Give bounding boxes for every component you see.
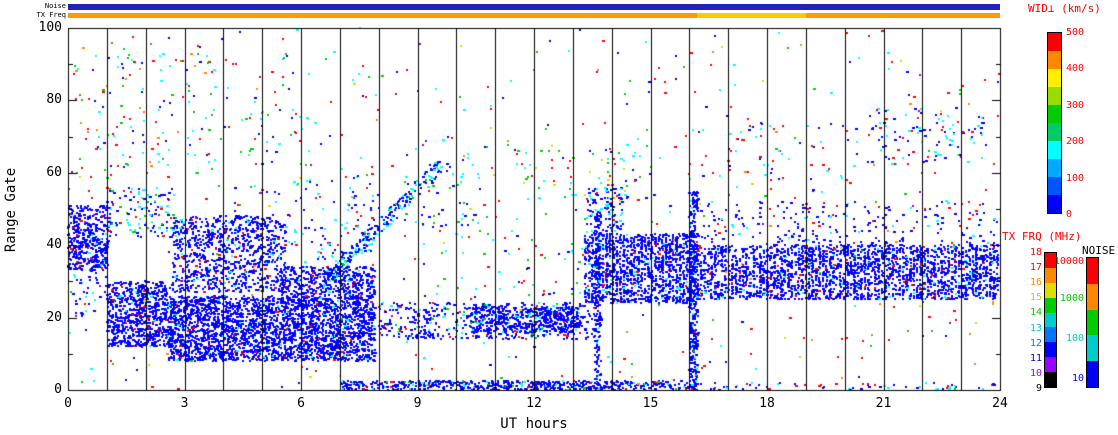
noise-colorbar-title: NOISE xyxy=(1082,244,1116,257)
noise-colorbar-tick: 10 xyxy=(1071,372,1084,384)
noise-strip xyxy=(68,4,1000,10)
txfreq-strip-segment xyxy=(697,13,806,18)
y-tick-label: 60 xyxy=(46,164,62,180)
x-axis-title: UT hours xyxy=(500,416,568,432)
y-tick-label: 20 xyxy=(46,309,62,325)
txfrq-colorbar xyxy=(1044,252,1057,388)
colorbar-segment xyxy=(1048,105,1061,123)
wid-colorbar-tick: 0 xyxy=(1066,209,1073,220)
colorbar-segment xyxy=(1045,297,1056,313)
x-tick-label: 21 xyxy=(875,396,892,411)
txfrq-colorbar-title: TX FRQ (MHz) xyxy=(1002,230,1082,243)
y-tick-label: 80 xyxy=(46,92,62,108)
colorbar-segment xyxy=(1048,177,1061,195)
colorbar-segment xyxy=(1087,309,1098,336)
colorbar-segment xyxy=(1048,159,1061,177)
y-tick-label: 100 xyxy=(38,20,62,35)
y-axis-title: Range Gate xyxy=(3,167,19,253)
x-tick-label: 18 xyxy=(759,396,775,411)
x-tick-label: 24 xyxy=(992,396,1008,411)
colorbar-segment xyxy=(1087,335,1098,362)
x-tick-label: 6 xyxy=(297,396,305,411)
txfrq-colorbar-tick: 12 xyxy=(1029,337,1042,349)
noise-colorbar-tick: 1000 xyxy=(1059,292,1084,304)
txfrq-colorbar-tick: 15 xyxy=(1029,292,1042,304)
colorbar-segment xyxy=(1045,327,1056,343)
colorbar-segment xyxy=(1048,51,1061,69)
colorbar-segment xyxy=(1087,283,1098,310)
y-tick-label: 0 xyxy=(54,382,62,397)
colorbar-segment xyxy=(1048,141,1061,159)
x-tick-label: 15 xyxy=(642,396,659,411)
txfrq-colorbar-tick: 18 xyxy=(1029,247,1042,258)
txfrq-colorbar-tick: 9 xyxy=(1035,383,1042,394)
noise-strip-label: Noise xyxy=(44,2,66,10)
colorbar-segment xyxy=(1087,361,1098,387)
txfreq-strip-segment xyxy=(805,13,1000,18)
txfrq-colorbar-tick: 16 xyxy=(1029,277,1042,289)
wid-colorbar-tick: 200 xyxy=(1066,136,1085,148)
colorbar-segment xyxy=(1048,33,1061,51)
noise-colorbar-tick: 100 xyxy=(1065,333,1084,345)
colorbar-segment xyxy=(1048,87,1061,105)
txfrq-colorbar-tick: 13 xyxy=(1029,322,1042,334)
colorbar-segment xyxy=(1045,357,1056,373)
y-tick-label: 40 xyxy=(46,237,62,253)
txfrq-colorbar-tick: 11 xyxy=(1029,352,1042,364)
colorbar-segment xyxy=(1045,372,1056,388)
wid-colorbar-tick: 300 xyxy=(1066,99,1085,111)
x-tick-label: 12 xyxy=(526,396,542,411)
txfreq-strip xyxy=(68,13,1000,18)
wid-colorbar-title: WID⊥ (km/s) xyxy=(1028,2,1101,15)
txfrq-colorbar-tick: 17 xyxy=(1029,262,1042,274)
colorbar-segment xyxy=(1048,69,1061,87)
wid-colorbar-tick: 400 xyxy=(1066,63,1085,75)
colorbar-segment xyxy=(1045,312,1056,328)
noise-colorbar-tick: 10000 xyxy=(1053,255,1084,267)
wid-colorbar-tick: 500 xyxy=(1066,27,1085,38)
wid-colorbar-tick: 100 xyxy=(1066,172,1085,184)
x-tick-label: 9 xyxy=(413,396,422,411)
colorbar-segment xyxy=(1045,267,1056,283)
colorbar-segment xyxy=(1048,195,1061,213)
x-tick-label: 0 xyxy=(64,396,72,411)
colorbar-segment xyxy=(1048,123,1061,141)
colorbar-segment xyxy=(1045,342,1056,358)
colorbar-segment xyxy=(1087,258,1098,284)
wid-colorbar xyxy=(1047,32,1062,214)
colorbar-segment xyxy=(1045,282,1056,298)
txfreq-strip-label: TX Freq xyxy=(36,11,66,19)
txfrq-colorbar-tick: 14 xyxy=(1029,307,1042,319)
noise-colorbar xyxy=(1086,257,1099,388)
colorbar-segment xyxy=(1045,253,1056,268)
x-tick-label: 3 xyxy=(180,396,189,411)
txfreq-strip-segment xyxy=(68,13,698,18)
txfrq-colorbar-tick: 10 xyxy=(1029,367,1042,379)
